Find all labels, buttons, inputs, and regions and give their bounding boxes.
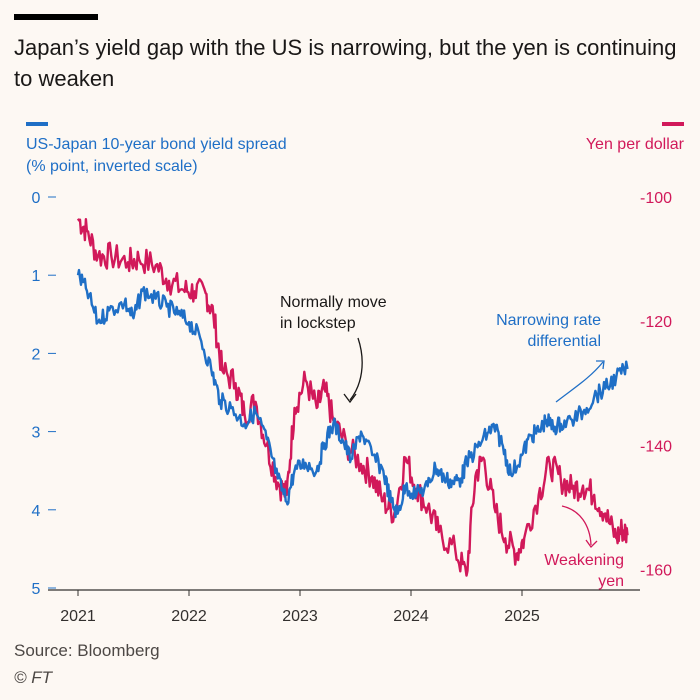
annotation-lockstep-line2: in lockstep — [280, 315, 356, 332]
x-tick-label: 2024 — [393, 608, 429, 625]
x-tick-label: 2025 — [504, 608, 540, 625]
annotation-narrowing-line2: differential — [527, 333, 601, 350]
left-tick-label: 2 — [32, 346, 41, 363]
left-tick-label: 0 — [32, 190, 41, 207]
yen-per-dollar-line — [76, 218, 629, 577]
right-tick-label: -100 — [640, 190, 672, 207]
yield-spread-line — [76, 268, 629, 519]
left-tick-label: 3 — [32, 425, 41, 442]
annotation-weakening-line1: Weakening — [544, 552, 624, 569]
annotation-narrowing-arrow — [555, 361, 604, 403]
right-axis-legend: Yen per dollar — [586, 134, 684, 156]
annotation-narrowing-arrowhead — [596, 360, 605, 370]
left-tick-label: 5 — [32, 581, 41, 598]
yen-legend-swatch — [662, 122, 684, 126]
x-tick-label: 2023 — [282, 608, 318, 625]
annotation-lockstep-line1: Normally move — [280, 294, 387, 311]
left-tick-label: 4 — [32, 503, 41, 520]
spread-legend-swatch — [26, 122, 48, 126]
annotation-weakening-arrow — [561, 505, 592, 546]
ft-credit: © FT — [14, 668, 53, 687]
right-tick-label: -140 — [640, 438, 672, 455]
source-note: Source: Bloomberg — [14, 641, 160, 660]
annotation-narrowing-line1: Narrowing rate — [496, 312, 601, 329]
ft-top-rule — [14, 14, 98, 20]
left-axis-legend: US-Japan 10-year bond yield spread (% po… — [26, 134, 287, 178]
annotation-lockstep-arrow — [349, 337, 363, 401]
x-tick-label: 2022 — [171, 608, 207, 625]
left-axis-sublabel: (% point, inverted scale) — [26, 158, 198, 175]
right-axis-label: Yen per dollar — [585, 136, 684, 153]
chart-title: Japan’s yield gap with the US is narrowi… — [14, 35, 677, 91]
left-tick-label: 1 — [32, 268, 41, 285]
annotation-weakening-line2: yen — [598, 573, 624, 590]
right-tick-label: -120 — [640, 314, 672, 331]
annotation-weakening-arrowhead — [585, 539, 598, 549]
annotation-lockstep-arrowhead — [343, 393, 357, 404]
left-axis-label: US-Japan 10-year bond yield spread — [26, 136, 287, 153]
right-tick-label: -160 — [640, 562, 672, 579]
x-tick-label: 2021 — [60, 608, 96, 625]
